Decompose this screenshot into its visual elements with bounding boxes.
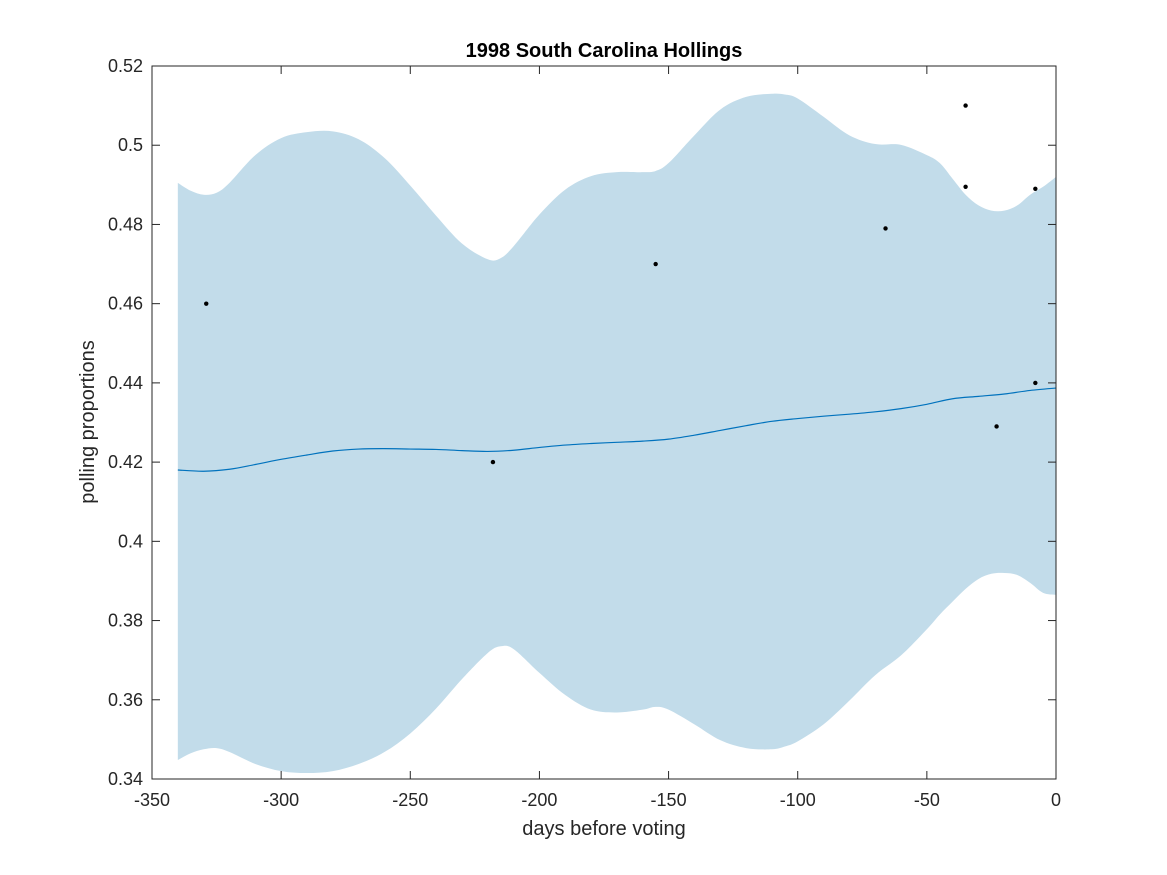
x-tick-label: -150 xyxy=(651,790,687,810)
y-tick-label: 0.4 xyxy=(118,531,143,551)
y-tick-label: 0.38 xyxy=(108,611,143,631)
x-tick-label: -250 xyxy=(392,790,428,810)
data-point xyxy=(883,226,888,231)
x-tick-label: -350 xyxy=(134,790,170,810)
data-point xyxy=(490,459,496,465)
x-tick-label: -300 xyxy=(263,790,299,810)
trend-line-0 xyxy=(177,387,1057,472)
chart-title: 1998 South Carolina Hollings xyxy=(466,40,743,62)
x-tick-label: -50 xyxy=(914,790,940,810)
data-point xyxy=(1033,186,1038,191)
y-tick-label: 0.48 xyxy=(108,214,143,234)
x-tick-label: -200 xyxy=(521,790,557,810)
data-points-layer xyxy=(204,103,1038,465)
data-point xyxy=(653,261,658,267)
y-tick-label: 0.36 xyxy=(108,690,143,710)
x-tick-label: 0 xyxy=(1051,790,1061,810)
y-tick-label: 0.52 xyxy=(108,56,143,76)
y-tick-label: 0.5 xyxy=(118,135,143,155)
data-point xyxy=(963,184,968,190)
y-tick-label: 0.34 xyxy=(108,769,143,789)
y-tick-label: 0.42 xyxy=(108,452,143,472)
x-tick-label: -100 xyxy=(780,790,816,810)
data-point xyxy=(994,424,999,429)
trend-line-layer xyxy=(177,387,1057,472)
plot-frame xyxy=(151,65,1057,780)
axes: -350 -300 -250 -200 -150 -100 -50 0 0.34 0.36 0.38… xyxy=(108,56,1061,810)
y-tick-label: 0.46 xyxy=(108,294,143,314)
x-axis-label: days before voting xyxy=(522,818,685,840)
confidence-band-layer xyxy=(177,93,1056,774)
y-axis-label: polling proportions xyxy=(77,340,99,503)
confidence-band xyxy=(177,93,1056,774)
data-point xyxy=(204,301,209,306)
data-point xyxy=(963,103,968,108)
y-tick-label: 0.44 xyxy=(108,373,143,393)
data-point xyxy=(1033,380,1038,386)
